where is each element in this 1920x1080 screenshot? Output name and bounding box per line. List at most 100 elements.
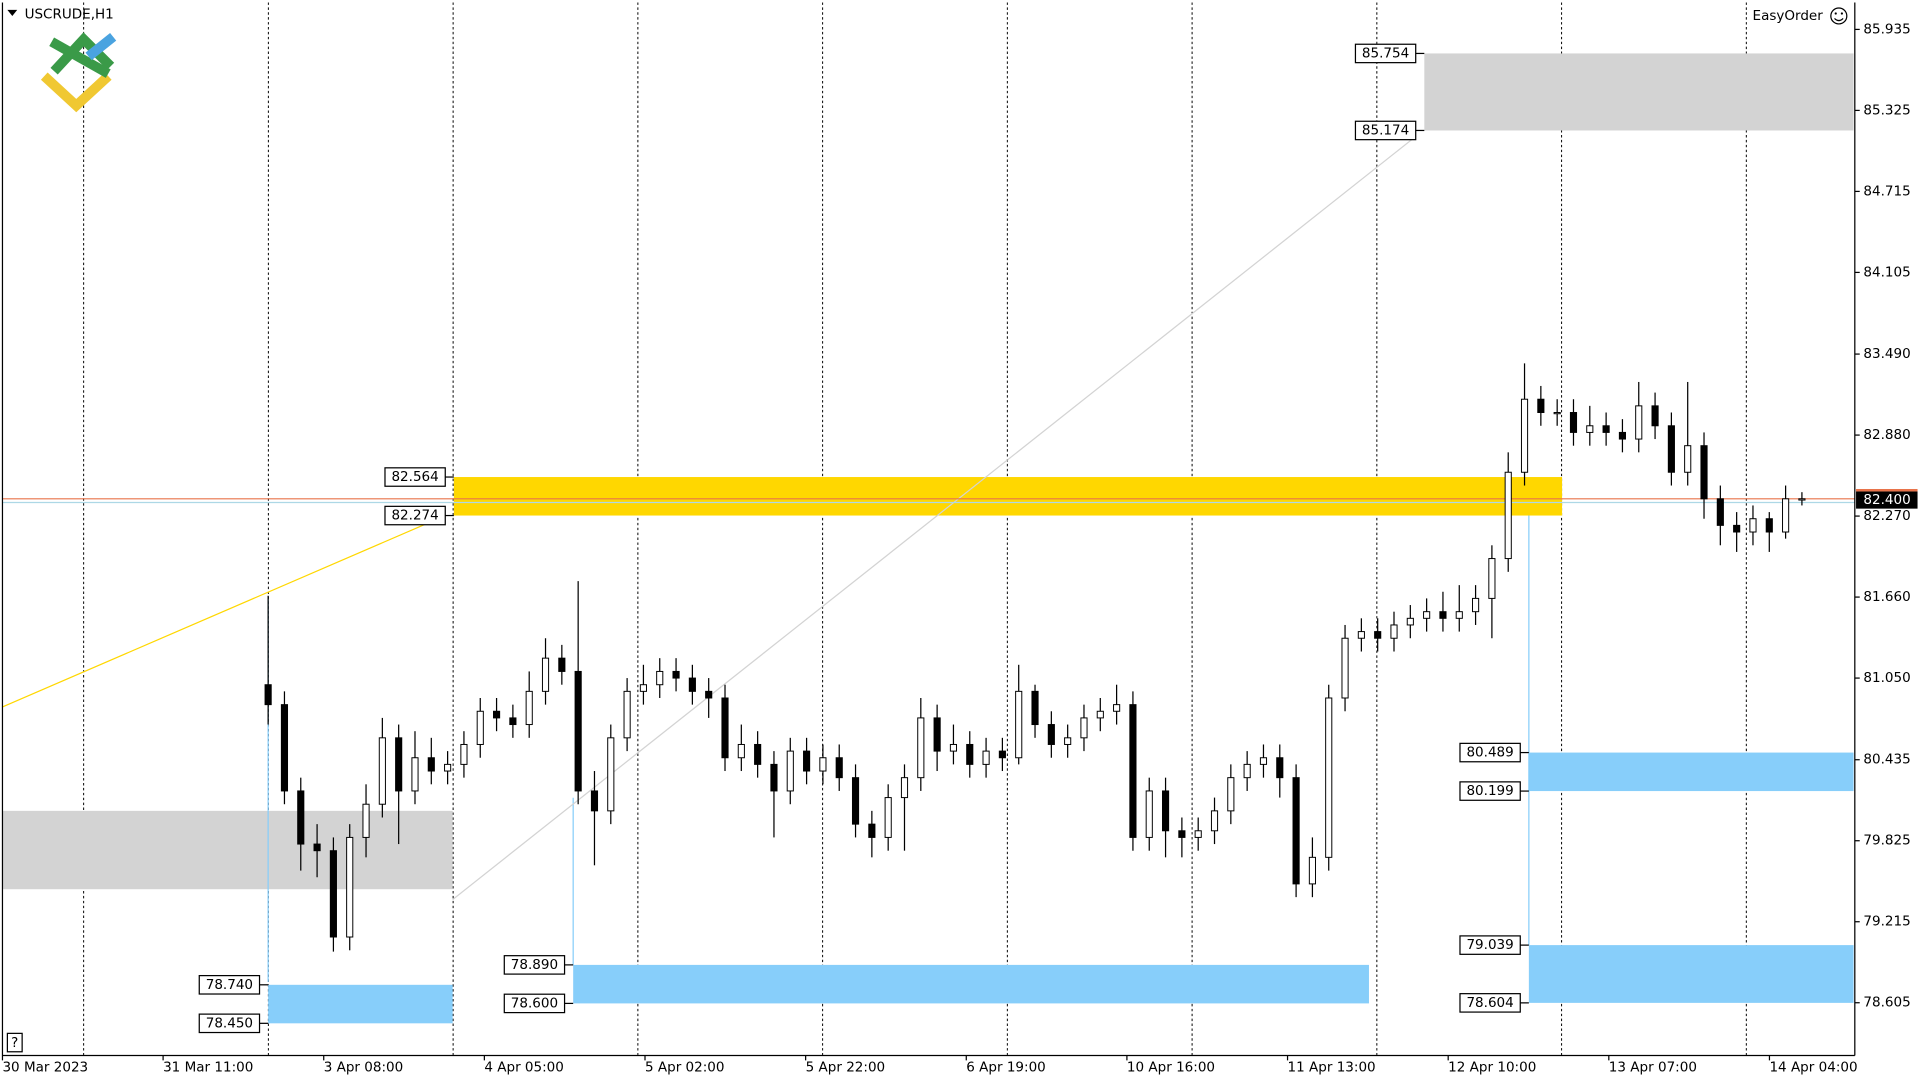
candle-body [1651, 405, 1659, 427]
candle-body [264, 684, 272, 706]
candle-body [1439, 611, 1447, 619]
y-tick-label: 81.660 [1863, 589, 1910, 605]
candle-body [1096, 710, 1104, 719]
candle-body [1667, 425, 1675, 473]
candle-body [1308, 856, 1316, 885]
candle-body [1227, 777, 1235, 812]
plot-layer: 85.754 85.174 82.564 82.274 78.740 78.450 78.8… [2, 2, 1855, 1056]
zone-label: 78.450 [206, 1015, 253, 1031]
zone-label-box [1459, 993, 1521, 1013]
candle-body [1129, 704, 1137, 838]
y-tick-label: 79.215 [1863, 914, 1910, 930]
candle-body [411, 757, 419, 792]
candle-body [1080, 717, 1088, 739]
smiley-icon[interactable] [1830, 7, 1848, 25]
candle-body [1520, 398, 1529, 473]
candle-body [884, 797, 892, 838]
easyorder-label[interactable]: EasyOrder [1753, 8, 1824, 24]
candle-body [1684, 445, 1692, 473]
candle-body [933, 717, 941, 752]
candle-body [1325, 697, 1333, 858]
y-tick-label: 85.935 [1863, 21, 1910, 37]
x-tick-label: 4 Apr 05:00 [484, 1060, 564, 1076]
x-tick-label: 6 Apr 19:00 [966, 1060, 1046, 1076]
candle-body [998, 750, 1006, 759]
help-button-box[interactable] [6, 1032, 23, 1053]
candle-body [917, 717, 925, 779]
y-tick-label: 82.880 [1863, 427, 1910, 443]
zone-label: 80.489 [1466, 745, 1513, 761]
candle-body [754, 743, 762, 765]
logo [40, 32, 117, 113]
candle-body [509, 717, 517, 726]
candle-body [639, 684, 647, 692]
zone [268, 984, 453, 1024]
candle-body [1423, 611, 1431, 619]
x-tick-label: 14 Apr 04:00 [1769, 1060, 1857, 1076]
zone [1424, 53, 1854, 131]
candle-body [378, 737, 386, 805]
candle-body [786, 750, 794, 792]
zone-label-box [384, 467, 446, 487]
candle-body [1749, 518, 1757, 533]
candle-body [1782, 498, 1790, 533]
candle-body [819, 757, 827, 772]
y-tick-label: 80.435 [1863, 752, 1910, 768]
zone [573, 964, 1369, 1004]
candle-body [1243, 763, 1251, 779]
candle-body [346, 836, 354, 938]
zone-label: 78.890 [511, 957, 558, 973]
x-tick-label: 30 Mar 2023 [2, 1060, 88, 1076]
y-tick-label: 79.825 [1863, 833, 1910, 849]
zone-label: 80.199 [1466, 783, 1513, 799]
zone-label-box [503, 955, 566, 975]
zone-label-box [1354, 120, 1417, 141]
x-tick-label: 31 Mar 11:00 [163, 1060, 253, 1076]
current-price-box [1856, 491, 1918, 509]
zone-label-box [1459, 781, 1521, 801]
candle-body [1259, 757, 1268, 765]
candle-body [607, 737, 615, 812]
zone-label: 79.039 [1466, 937, 1513, 953]
x-tick-label: 5 Apr 02:00 [645, 1060, 725, 1076]
zone-label-box [1459, 935, 1521, 955]
zone-label-box [503, 993, 566, 1014]
candle-body [1488, 558, 1496, 599]
y-tick-label: 84.105 [1863, 264, 1910, 280]
candle-body [1390, 624, 1398, 639]
candle-body [1798, 498, 1806, 501]
shaded-area [2, 810, 453, 890]
zone-label: 82.564 [391, 469, 438, 485]
candle-body [541, 657, 550, 692]
candle-body [1700, 445, 1708, 500]
candle-body [1569, 412, 1578, 433]
candle-body [1765, 518, 1773, 533]
candle-body [1635, 405, 1643, 440]
candle-body [1406, 617, 1414, 626]
candle-body [1113, 704, 1121, 712]
zone-label-box [384, 505, 446, 526]
zone-label-box [1459, 742, 1521, 763]
candle-body [362, 803, 370, 838]
help-button[interactable]: ? [11, 1035, 18, 1051]
candle-body [966, 743, 974, 765]
symbol-menu-arrow[interactable] [7, 9, 18, 16]
zone-label: 78.600 [511, 995, 558, 1011]
candle-body [1178, 830, 1186, 838]
candle-body [623, 690, 631, 739]
x-tick-label: 5 Apr 22:00 [806, 1060, 886, 1076]
y-tick-label: 78.605 [1863, 995, 1910, 1011]
zone [453, 477, 1563, 516]
candle-body [851, 777, 860, 825]
zone-label-box [1354, 43, 1417, 64]
candle-body [1716, 498, 1724, 526]
candle-body [656, 670, 664, 686]
y-tick-label: 83.490 [1863, 346, 1910, 362]
current-price-box-accent [1856, 488, 1918, 492]
candle-body [835, 757, 843, 779]
zone-label: 78.740 [206, 977, 253, 993]
zone-label: 78.604 [1466, 995, 1513, 1011]
zone-label-box [198, 974, 261, 995]
